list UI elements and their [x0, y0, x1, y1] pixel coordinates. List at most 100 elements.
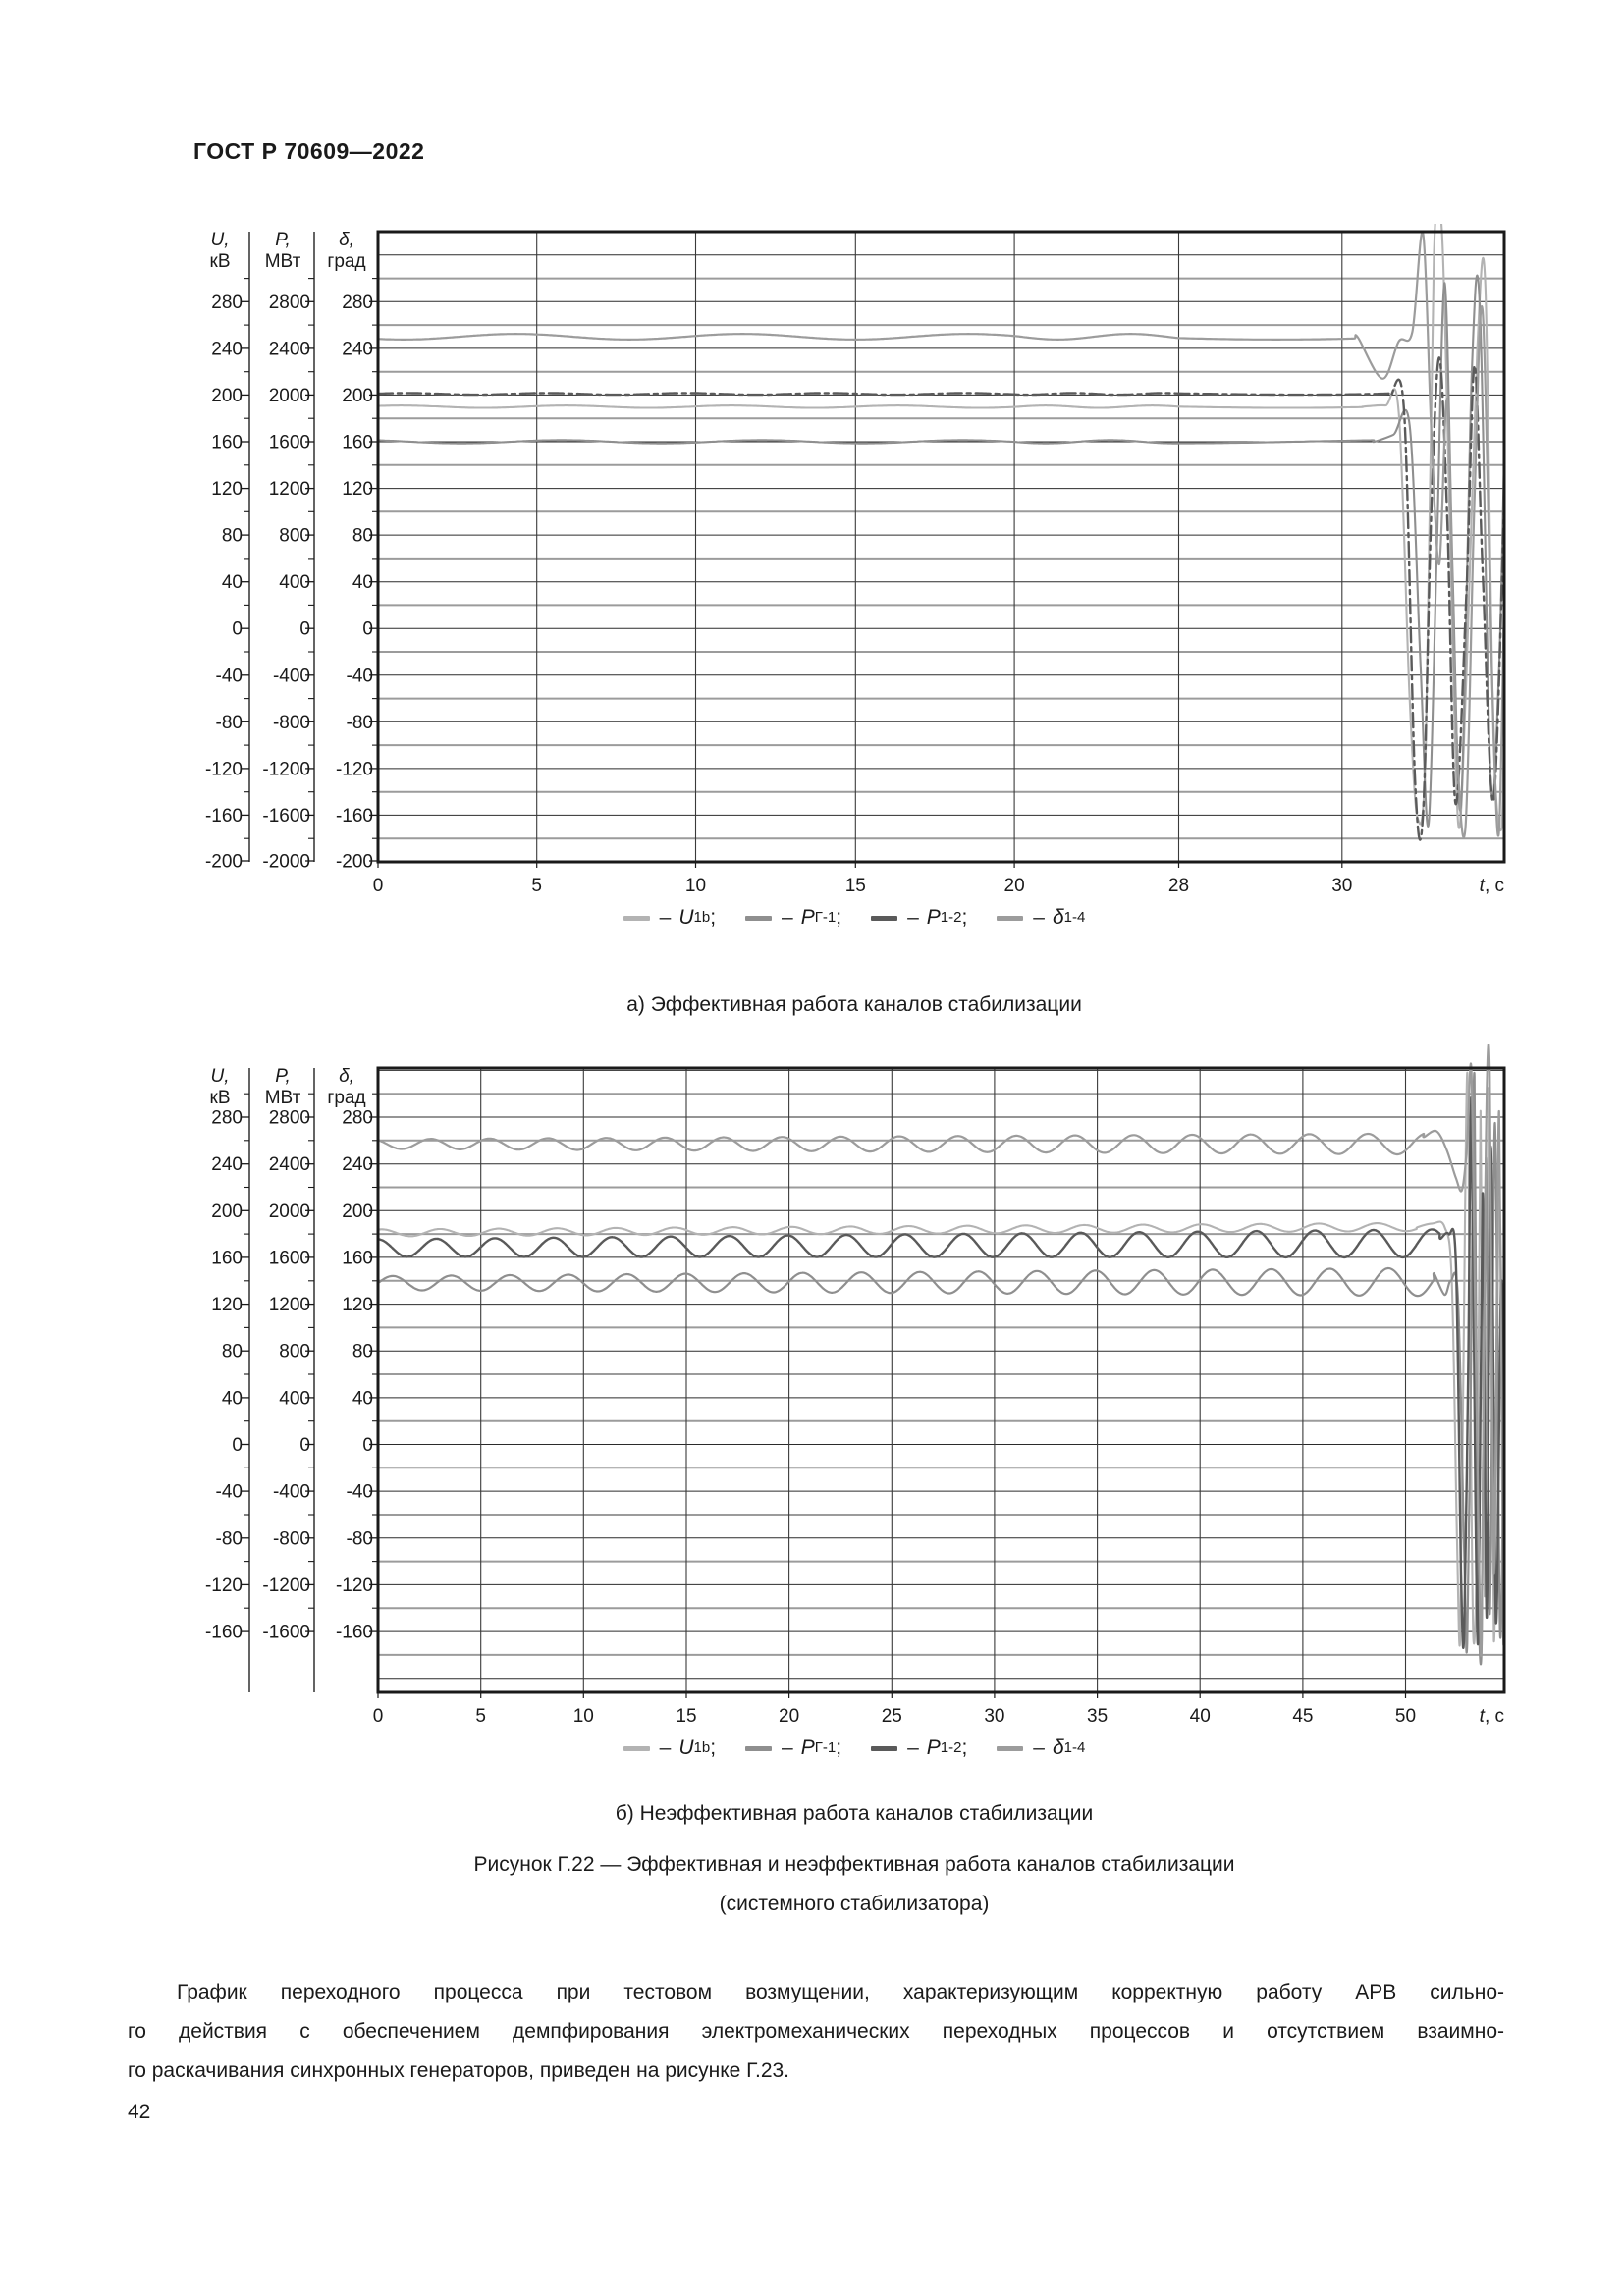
svg-text:400: 400: [279, 1388, 310, 1409]
paragraph-line: го раскачивания синхронных генераторов, …: [128, 2059, 790, 2082]
svg-text:240: 240: [211, 1154, 243, 1175]
svg-text:1600: 1600: [269, 1248, 310, 1268]
svg-text:-40: -40: [216, 1482, 243, 1503]
svg-text:0: 0: [373, 876, 384, 896]
svg-text:240: 240: [211, 339, 243, 359]
legend-symbol: U: [678, 906, 694, 929]
svg-text:120: 120: [342, 1295, 373, 1315]
svg-text:0: 0: [299, 1435, 310, 1456]
svg-text:МВт: МВт: [265, 1088, 301, 1108]
svg-text:P,: P,: [275, 1066, 291, 1087]
svg-text:-1600: -1600: [262, 806, 310, 827]
svg-text:-160: -160: [336, 1623, 373, 1643]
svg-text:10: 10: [685, 876, 706, 896]
series-PГ-1: [376, 1072, 1506, 1666]
legend-item-PГ-1: – P Г-1;: [745, 906, 841, 930]
svg-text:2800: 2800: [269, 1108, 310, 1129]
svg-text:400: 400: [279, 572, 310, 593]
legend-symbol: δ: [1052, 1736, 1064, 1759]
svg-text:280: 280: [342, 1108, 373, 1129]
legend-symbol: P: [800, 1736, 815, 1759]
svg-text:80: 80: [222, 526, 243, 547]
svg-text:200: 200: [211, 386, 243, 406]
legend-item-P1-2: – P 1-2;: [871, 906, 967, 930]
series-δ1-4: [376, 231, 1506, 839]
svg-text:-80: -80: [216, 1528, 243, 1549]
figure-caption-line1: Рисунок Г.22 — Эффективная и неэффективн…: [473, 1853, 1235, 1876]
svg-text:240: 240: [342, 339, 373, 359]
svg-text:200: 200: [342, 1201, 373, 1222]
series-P1-2: [376, 1096, 1506, 1649]
svg-text:-400: -400: [273, 666, 310, 686]
legend-line-swatch: [745, 915, 773, 921]
series-curves: [376, 224, 1506, 841]
series-U1b: [376, 1071, 1506, 1647]
svg-text:30: 30: [984, 1706, 1004, 1727]
chart-b-caption: б) Неэффективная работа каналов стабилиз…: [615, 1802, 1094, 1825]
legend-dash-separator: –: [1033, 906, 1045, 929]
legend-line-swatch: [623, 1745, 650, 1751]
svg-text:160: 160: [211, 1248, 243, 1268]
plot-border: [376, 1066, 1506, 1694]
svg-text:0: 0: [373, 1706, 384, 1727]
body-paragraph: График переходного процесса при тестовом…: [128, 1973, 1504, 2091]
svg-text:40: 40: [1190, 1706, 1211, 1727]
x-axis-title: t, с: [1480, 1706, 1504, 1727]
legend-line-swatch: [997, 915, 1024, 921]
svg-text:-160: -160: [205, 806, 243, 827]
svg-text:U,: U,: [211, 1066, 230, 1087]
svg-text:15: 15: [845, 876, 866, 896]
svg-text:40: 40: [222, 572, 243, 593]
svg-text:2000: 2000: [269, 1201, 310, 1222]
legend-symbol: δ: [1052, 906, 1064, 929]
svg-text:280: 280: [211, 293, 243, 313]
svg-text:МВт: МВт: [265, 251, 301, 272]
svg-text:40: 40: [222, 1388, 243, 1409]
series-P1-2: [376, 356, 1506, 841]
svg-text:-120: -120: [336, 1575, 373, 1596]
svg-text:2400: 2400: [269, 1154, 310, 1175]
svg-text:80: 80: [352, 1342, 373, 1362]
svg-text:-120: -120: [205, 759, 243, 779]
svg-text:1200: 1200: [269, 479, 310, 500]
svg-text:-1200: -1200: [262, 1575, 310, 1596]
svg-text:-1600: -1600: [262, 1623, 310, 1643]
svg-text:-120: -120: [336, 759, 373, 779]
y-axis-unit-headers: U,кВ P,МВт δ,град: [210, 1066, 366, 1108]
svg-text:-40: -40: [347, 1482, 373, 1503]
legend-line-swatch: [871, 915, 898, 921]
page-number: 42: [128, 2101, 151, 2123]
series-U1b: [376, 224, 1506, 831]
svg-text:30: 30: [1331, 876, 1352, 896]
chart-a-legend: – U 1b; – P Г-1; – P 1-2; – δ 1-4: [128, 903, 1581, 933]
svg-text:кВ: кВ: [210, 1088, 231, 1108]
paragraph-line: го действия с обеспечением демпфирования…: [128, 2020, 1504, 2043]
svg-text:-800: -800: [273, 1528, 310, 1549]
svg-text:-200: -200: [336, 852, 373, 873]
svg-text:град: град: [327, 1088, 365, 1108]
svg-text:2000: 2000: [269, 386, 310, 406]
legend-item-U1b: – U 1b;: [623, 1736, 716, 1760]
svg-text:δ,: δ,: [339, 230, 354, 250]
svg-text:280: 280: [342, 293, 373, 313]
svg-text:δ,: δ,: [339, 1066, 354, 1087]
legend-line-swatch: [745, 1745, 773, 1751]
svg-text:120: 120: [211, 1295, 243, 1315]
legend-punctuation: ;: [836, 906, 842, 929]
svg-text:15: 15: [676, 1706, 696, 1727]
svg-text:-400: -400: [273, 1482, 310, 1503]
chart-a-caption: а) Эффективная работа каналов стабилизац…: [626, 993, 1082, 1016]
legend-dash-separator: –: [782, 1736, 793, 1759]
svg-text:800: 800: [279, 526, 310, 547]
x-axis-labels: 0 5 10 15 20 25 30 35 40 45 50 t, с: [373, 1692, 1504, 1727]
svg-text:20: 20: [1004, 876, 1025, 896]
legend-punctuation: ;: [836, 1736, 842, 1759]
svg-text:1600: 1600: [269, 433, 310, 454]
y-axis-column-lines: [248, 232, 315, 862]
svg-text:0: 0: [362, 1435, 373, 1456]
svg-text:-40: -40: [216, 666, 243, 686]
